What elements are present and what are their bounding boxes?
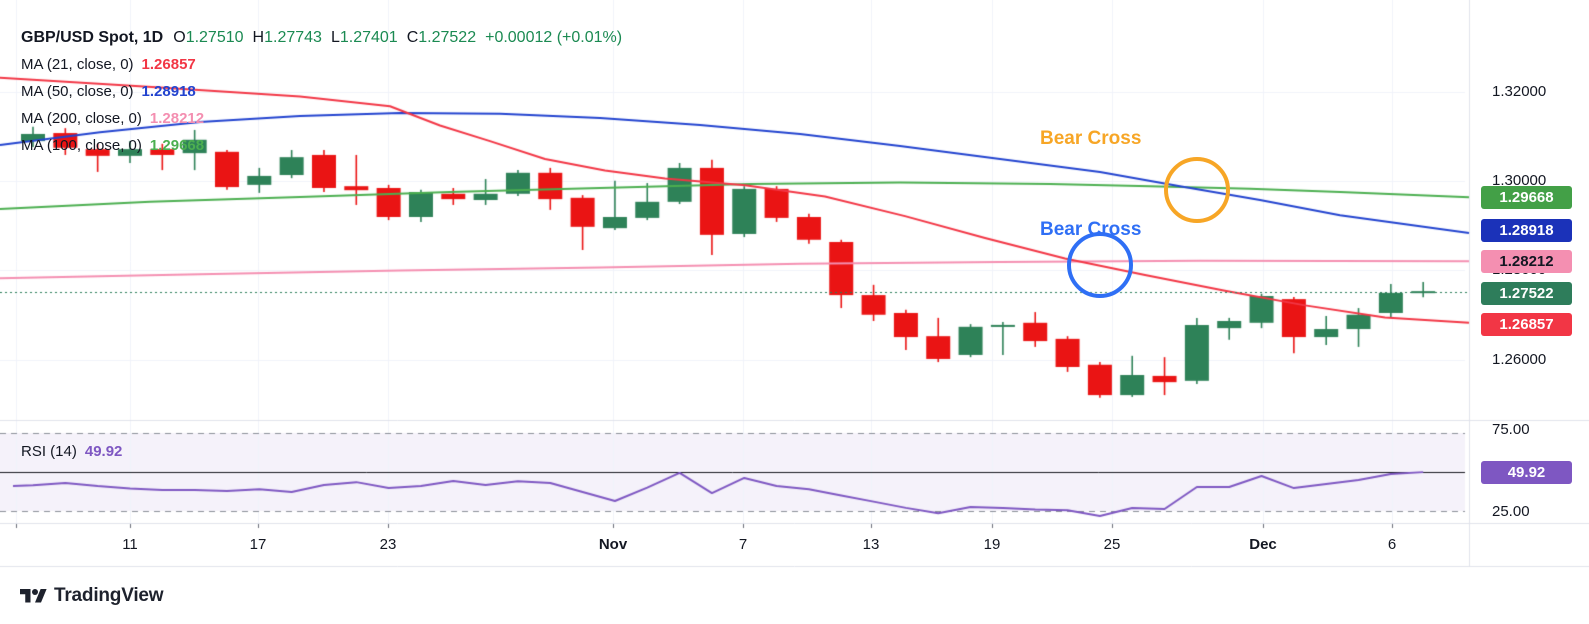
- ma-legend-value: 1.26857: [141, 56, 196, 73]
- time-axis-label: 6: [1387, 536, 1397, 553]
- ohlc-letter: O: [173, 29, 186, 46]
- price-badge: 1.29668: [1481, 185, 1572, 209]
- price-axis-label: 25.00: [1492, 503, 1530, 520]
- tradingview-logo-text: TradingView: [54, 585, 164, 606]
- ma-legend-label: MA (200, close, 0): [21, 110, 142, 127]
- price-change: +0.00012 (+0.01%): [485, 29, 623, 46]
- time-axis-label: Nov: [598, 536, 628, 553]
- time-axis-label: 23: [379, 536, 397, 553]
- symbol-legend-row[interactable]: GBP/USD Spot, 1D O1.27510 H1.27743 L1.27401…: [21, 28, 622, 48]
- ma-legend-value: 1.28212: [149, 110, 205, 127]
- ma-legend-row[interactable]: MA (200, close, 0) 1.28212: [21, 109, 204, 129]
- ohlc-value: 1.27401: [339, 29, 398, 46]
- bear-cross-label[interactable]: Bear Cross: [1040, 219, 1142, 240]
- time-axis-label: 7: [738, 536, 748, 553]
- ohlc-pair: H1.27743: [253, 29, 322, 46]
- ohlc-value: 1.27522: [418, 29, 477, 46]
- tradingview-logo-icon: [20, 588, 47, 602]
- ma-legend-label: MA (50, close, 0): [21, 83, 134, 100]
- bear-cross-circle[interactable]: [1067, 232, 1133, 298]
- price-badge: 1.28212: [1481, 249, 1572, 273]
- time-axis-label: Dec: [1249, 536, 1277, 553]
- ma-legend-row[interactable]: MA (50, close, 0) 1.28918: [21, 82, 196, 102]
- bear-cross-circle[interactable]: [1164, 157, 1230, 223]
- ma-legend-label: MA (100, close, 0): [21, 137, 142, 154]
- ohlc-letter: H: [252, 29, 265, 46]
- ohlc-letter: C: [406, 29, 419, 46]
- time-axis-label: 11: [122, 536, 138, 553]
- time-axis-label: 19: [983, 536, 1001, 553]
- ohlc-value: 1.27510: [185, 29, 244, 46]
- ohlc-pair: O1.27510: [173, 29, 243, 46]
- ma-legend-row[interactable]: MA (21, close, 0) 1.26857: [21, 55, 196, 75]
- ma-legend-label: MA (21, close, 0): [21, 56, 134, 73]
- symbol-title[interactable]: GBP/USD Spot, 1D: [21, 29, 164, 46]
- ohlc-value: 1.27743: [264, 29, 322, 46]
- ohlc-pair: L1.27401: [331, 29, 398, 46]
- price-badge: 49.92: [1481, 460, 1572, 484]
- time-axis-label: 25: [1103, 536, 1121, 553]
- ohlc-pair: C1.27522: [407, 29, 476, 46]
- ma-legend-row[interactable]: MA (100, close, 0) 1.29668: [21, 136, 204, 156]
- time-axis-label: 13: [862, 536, 880, 553]
- ma-legend-value: 1.29668: [149, 137, 205, 154]
- rsi-label: RSI (14): [21, 443, 77, 460]
- price-axis-label: 1.26000: [1492, 351, 1547, 368]
- price-badge: 1.26857: [1481, 312, 1572, 336]
- bear-cross-label[interactable]: Bear Cross: [1040, 128, 1142, 149]
- ma-legend-value: 1.28918: [141, 83, 196, 100]
- rsi-legend-row[interactable]: RSI (14) 49.92: [21, 442, 122, 462]
- price-axis-label: 1.30000: [1492, 172, 1547, 189]
- price-badge: 1.28918: [1481, 218, 1572, 242]
- price-badge: 1.27522: [1481, 281, 1572, 305]
- ohlc-letter: L: [330, 29, 340, 46]
- price-axis-label: 75.00: [1492, 421, 1530, 438]
- rsi-value: 49.92: [84, 443, 123, 460]
- tradingview-attribution[interactable]: TradingView: [20, 585, 164, 607]
- time-axis-label: 17: [249, 536, 267, 553]
- price-axis-label: 1.32000: [1492, 83, 1547, 100]
- ohlc-values: O1.27510 H1.27743 L1.27401 C1.27522: [173, 29, 485, 46]
